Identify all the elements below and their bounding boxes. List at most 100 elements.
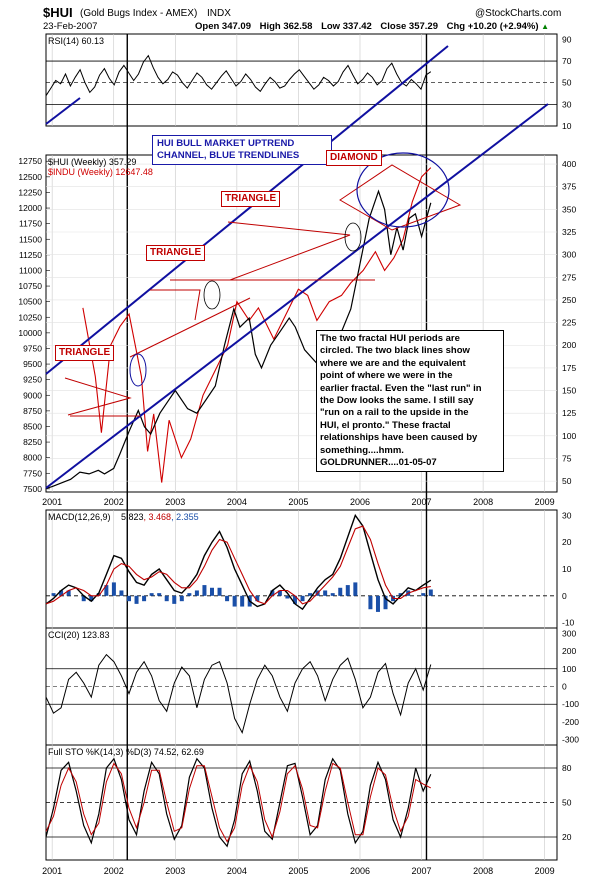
left-tick-label: 9250: [23, 375, 42, 385]
macd-signal-line: [45, 525, 431, 605]
macd-histogram-bar: [96, 593, 101, 596]
x-tick-label: 2009: [535, 497, 555, 507]
macd-histogram-bar: [149, 593, 154, 596]
right-tick-label: 150: [562, 386, 576, 396]
x-tick-label: 2001: [42, 497, 62, 507]
macd-tick-label: 20: [562, 537, 572, 547]
macd-histogram-bar: [134, 595, 139, 604]
sto-tick-label: 80: [562, 763, 572, 773]
macd-line: [45, 513, 432, 611]
left-tick-label: 9500: [23, 359, 42, 369]
x-tick-label: 2005: [288, 497, 308, 507]
macd-histogram-bar: [398, 593, 403, 596]
cci-tick-label: 0: [562, 682, 567, 692]
macd-histogram-bar: [142, 595, 147, 602]
rsi-tick-label: 70: [562, 56, 572, 66]
macd-value: , 3.468: [144, 512, 172, 522]
macd-value: , 2.355: [171, 512, 199, 522]
bottom-x-tick-label: 2006: [350, 866, 370, 876]
macd-histogram-bar: [209, 587, 214, 596]
macd-histogram-bar: [338, 587, 343, 596]
macd-histogram-bar: [292, 595, 297, 604]
right-tick-label: 125: [562, 408, 576, 418]
channel-line-1: HUI BULL MARKET UPTREND: [157, 138, 295, 149]
cci-tick-label: 300: [562, 628, 576, 638]
left-tick-label: 10250: [18, 312, 42, 322]
indu-title: $INDU (Weekly) 12647.48: [48, 167, 153, 177]
note-line: something....hmm.: [320, 444, 404, 456]
left-tick-label: 12750: [18, 156, 42, 166]
left-tick-label: 11000: [19, 265, 42, 275]
note-line: circled. The two black lines show: [320, 345, 470, 357]
right-tick-label: 300: [562, 250, 576, 260]
panel-frame-macd: [45, 509, 558, 629]
macd-histogram-bar: [383, 595, 388, 610]
rsi-tick-label: 50: [562, 78, 572, 88]
macd-histogram-bar: [345, 585, 350, 596]
macd-histogram-bar: [308, 593, 313, 596]
rsi-tick-label: 90: [562, 34, 572, 44]
sto-tick-label: 20: [562, 832, 572, 842]
consolidation-circle: [203, 280, 221, 310]
date: 23-Feb-2007: [43, 21, 98, 32]
macd-histogram-bar: [217, 587, 222, 596]
left-tick-label: 10500: [18, 297, 42, 307]
macd-histogram-bar: [179, 595, 184, 602]
diamond-shape: [339, 164, 462, 231]
x-tick-label: 2002: [104, 497, 124, 507]
triangle-3-shape: [227, 221, 351, 281]
cci-line: [45, 653, 432, 734]
channel-line-2: CHANNEL, BLUE TRENDLINES: [157, 150, 300, 161]
change-arrow-icon: ▲: [541, 22, 550, 31]
panel-frame-rsi: [45, 33, 558, 127]
bottom-x-tick-label: 2002: [104, 866, 124, 876]
macd-histogram-bar: [81, 595, 86, 602]
macd-histogram-bar: [202, 585, 207, 596]
sto-d-line: [45, 762, 432, 843]
macd-histogram-bar: [300, 595, 305, 602]
note-line: earlier fractal. Even the "last run" in: [320, 382, 482, 394]
right-tick-label: 350: [562, 204, 576, 214]
macd-histogram-bar: [172, 595, 177, 604]
open-value: Open 347.09: [195, 21, 251, 32]
macd-title: MACD(12,26,9): [48, 512, 111, 522]
note-line: the Dow looks the same. I still say: [320, 395, 474, 407]
sto-tick-label: 50: [562, 798, 572, 808]
bottom-x-tick-label: 2003: [165, 866, 185, 876]
left-tick-label: 7750: [23, 468, 42, 478]
note-line: where we are and the equivalent: [320, 357, 466, 369]
rsi-title: RSI(14) 60.13: [48, 36, 104, 46]
macd-histogram-bar: [421, 593, 426, 596]
right-tick-label: 100: [562, 431, 576, 441]
cci-tick-label: -200: [562, 717, 579, 727]
right-tick-label: 275: [562, 272, 576, 282]
exchange: INDX: [207, 8, 231, 19]
macd-value: 5.823: [121, 512, 144, 522]
macd-histogram-bar: [323, 590, 328, 596]
macd-histogram-bar: [126, 595, 131, 602]
symbol: $HUI: [43, 5, 73, 20]
macd-histogram-bar: [89, 595, 94, 602]
note-line: GOLDRUNNER....01-05-07: [320, 457, 437, 469]
bottom-x-tick-label: 2001: [42, 866, 62, 876]
fractal-circle-small: [129, 353, 147, 387]
macd-histogram-bar: [157, 593, 162, 596]
macd-histogram-bar: [270, 590, 275, 596]
right-tick-label: 375: [562, 182, 576, 192]
rsi-tick-label: 30: [562, 99, 572, 109]
note-line: The two fractal HUI periods are: [320, 333, 460, 344]
left-tick-label: 9750: [23, 343, 42, 353]
right-tick-label: 200: [562, 340, 576, 350]
bottom-x-tick-label: 2009: [535, 866, 555, 876]
rsi-line: [45, 54, 432, 96]
macd-histogram-bar: [353, 582, 358, 596]
diamond-label: DIAMOND: [326, 150, 382, 166]
left-tick-label: 8500: [23, 421, 42, 431]
left-tick-label: 8250: [23, 437, 42, 447]
macd-histogram-bar: [59, 590, 64, 596]
bottom-x-tick-label: 2005: [288, 866, 308, 876]
macd-histogram-bar: [285, 595, 290, 599]
triangle-label-2: TRIANGLE: [146, 245, 206, 261]
left-tick-label: 10000: [18, 328, 42, 338]
